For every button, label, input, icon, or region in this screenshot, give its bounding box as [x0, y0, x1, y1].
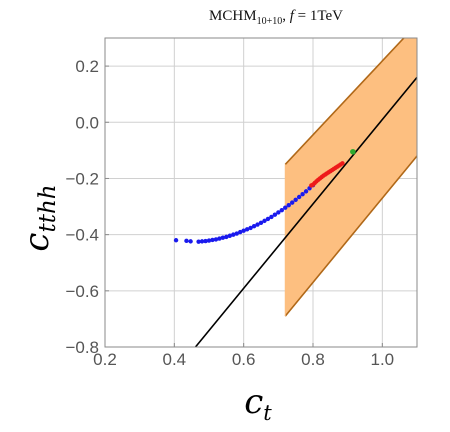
data-point — [220, 235, 226, 240]
reference-line — [194, 76, 417, 347]
series-2 — [350, 148, 356, 155]
data-point — [350, 148, 356, 155]
data-point — [227, 233, 232, 238]
band-fill — [285, 38, 417, 317]
data-point — [173, 238, 179, 243]
x-tick-label-4: 1.0 — [371, 350, 395, 369]
y-tick-label-2: −0.2 — [65, 169, 99, 188]
data-point — [265, 216, 271, 222]
data-point — [238, 229, 243, 235]
data-point — [303, 189, 309, 194]
data-point — [258, 220, 264, 226]
data-point — [234, 231, 239, 236]
x-tick-label-2: 0.6 — [232, 350, 256, 369]
x-axis-ticks: 0.2 0.4 0.6 0.8 1.0 — [93, 343, 394, 369]
data-point — [276, 210, 281, 215]
data-point — [262, 218, 267, 224]
y-axis-label: ctthh — [17, 184, 61, 251]
data-point — [340, 161, 345, 166]
x-axis-label: ct — [244, 382, 272, 425]
data-point — [290, 200, 295, 205]
data-point — [296, 194, 302, 200]
data-point — [224, 234, 229, 240]
data-point — [199, 239, 205, 244]
data-point — [217, 236, 222, 241]
y-tick-label-0: 0.2 — [75, 57, 99, 76]
data-point — [231, 232, 236, 237]
data-point — [206, 238, 212, 243]
plot-area — [173, 38, 417, 347]
data-point — [286, 202, 291, 208]
data-point — [210, 237, 215, 243]
plot-frame — [104, 37, 418, 348]
x-tick-label-0: 0.2 — [93, 350, 117, 369]
data-point — [272, 212, 278, 217]
data-point — [196, 239, 201, 244]
data-point — [188, 239, 193, 244]
data-point — [293, 197, 298, 203]
data-point — [300, 191, 305, 197]
y-axis-ticks: 0.2 0.0 −0.2 −0.4 −0.6 −0.8 — [65, 57, 109, 357]
y-tick-label-1: 0.0 — [75, 113, 99, 132]
data-point — [269, 214, 274, 220]
chart-title: MCHM10+10, f = 1TeV — [209, 8, 343, 27]
data-point — [213, 237, 219, 242]
x-tick-label-3: 0.8 — [301, 350, 325, 369]
data-point — [255, 222, 260, 227]
band-lower-edge — [284, 155, 417, 317]
x-tick-label-1: 0.4 — [163, 350, 187, 369]
y-tick-label-4: −0.6 — [65, 282, 99, 301]
data-point — [279, 207, 284, 213]
series-1 — [309, 161, 345, 188]
data-point — [244, 227, 250, 232]
data-point — [283, 205, 288, 210]
data-point — [241, 228, 246, 233]
data-point — [248, 225, 253, 231]
band-upper-edge — [284, 38, 405, 165]
data-point — [203, 238, 208, 244]
data-point — [251, 224, 257, 229]
y-tick-label-5: −0.8 — [65, 338, 99, 357]
data-point — [184, 238, 189, 244]
y-tick-label-3: −0.4 — [65, 226, 99, 245]
